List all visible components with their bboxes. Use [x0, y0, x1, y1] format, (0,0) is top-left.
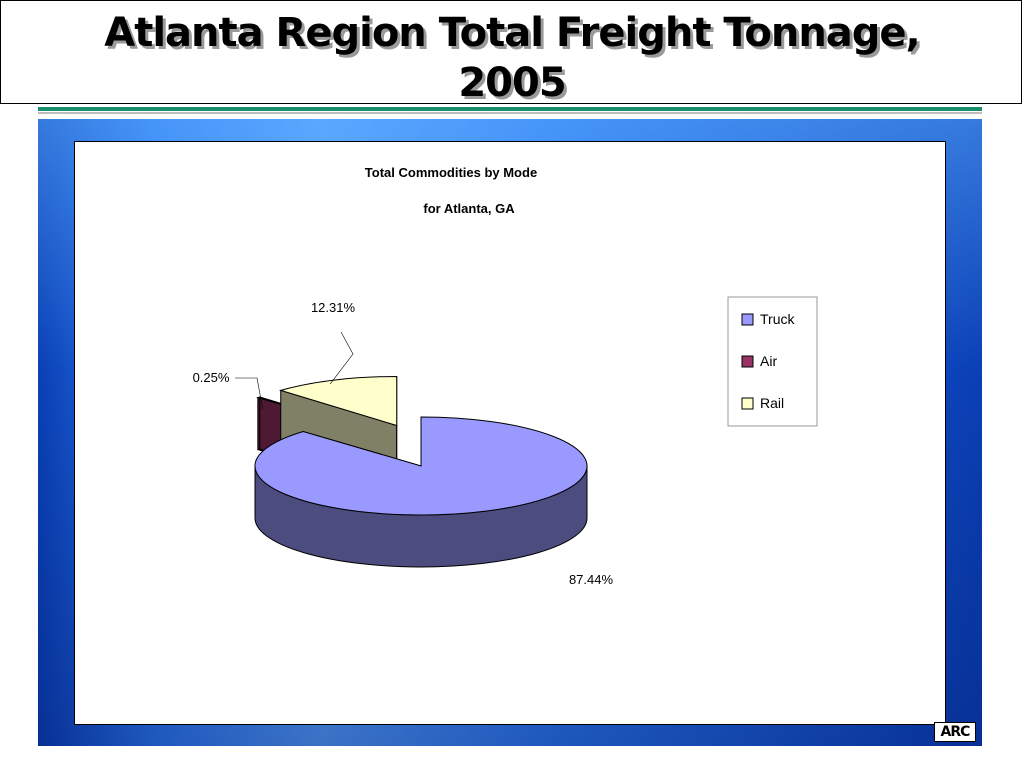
legend: Truck Air Rail: [727, 296, 818, 427]
arc-logo: ARC: [934, 722, 976, 742]
chart-area: Total Commodities by Mode for Atlanta, G…: [74, 141, 946, 725]
data-label-truck: 87.44%: [569, 572, 614, 587]
chart-subtitle: for Atlanta, GA: [423, 201, 515, 216]
slice-top: [254, 416, 588, 516]
data-label-air: 0.25%: [193, 370, 230, 385]
slice-top: [278, 375, 398, 427]
legend-swatch-rail: [741, 397, 754, 410]
leader-line: [329, 331, 354, 385]
slide-title: Atlanta Region Total Freight Tonnage, 20…: [104, 10, 921, 106]
pie-slice-truck: [254, 416, 588, 568]
data-labels: 87.44% 0.25% 12.31%: [193, 300, 614, 587]
title-underline: [38, 107, 982, 111]
leader-line: [235, 377, 264, 410]
title-underline-shadow: [38, 112, 982, 114]
data-label-rail: 12.31%: [311, 300, 356, 315]
chart-title: Total Commodities by Mode: [365, 165, 537, 180]
pie-chart: Total Commodities by Mode for Atlanta, G…: [193, 165, 818, 587]
legend-label-rail: Rail: [760, 395, 784, 411]
legend-swatch-air: [741, 355, 754, 368]
legend-swatch-truck: [741, 313, 754, 326]
title-box: [0, 0, 1022, 104]
legend-label-air: Air: [760, 353, 777, 369]
pie-slices: [254, 375, 588, 568]
legend-label-truck: Truck: [760, 311, 795, 327]
